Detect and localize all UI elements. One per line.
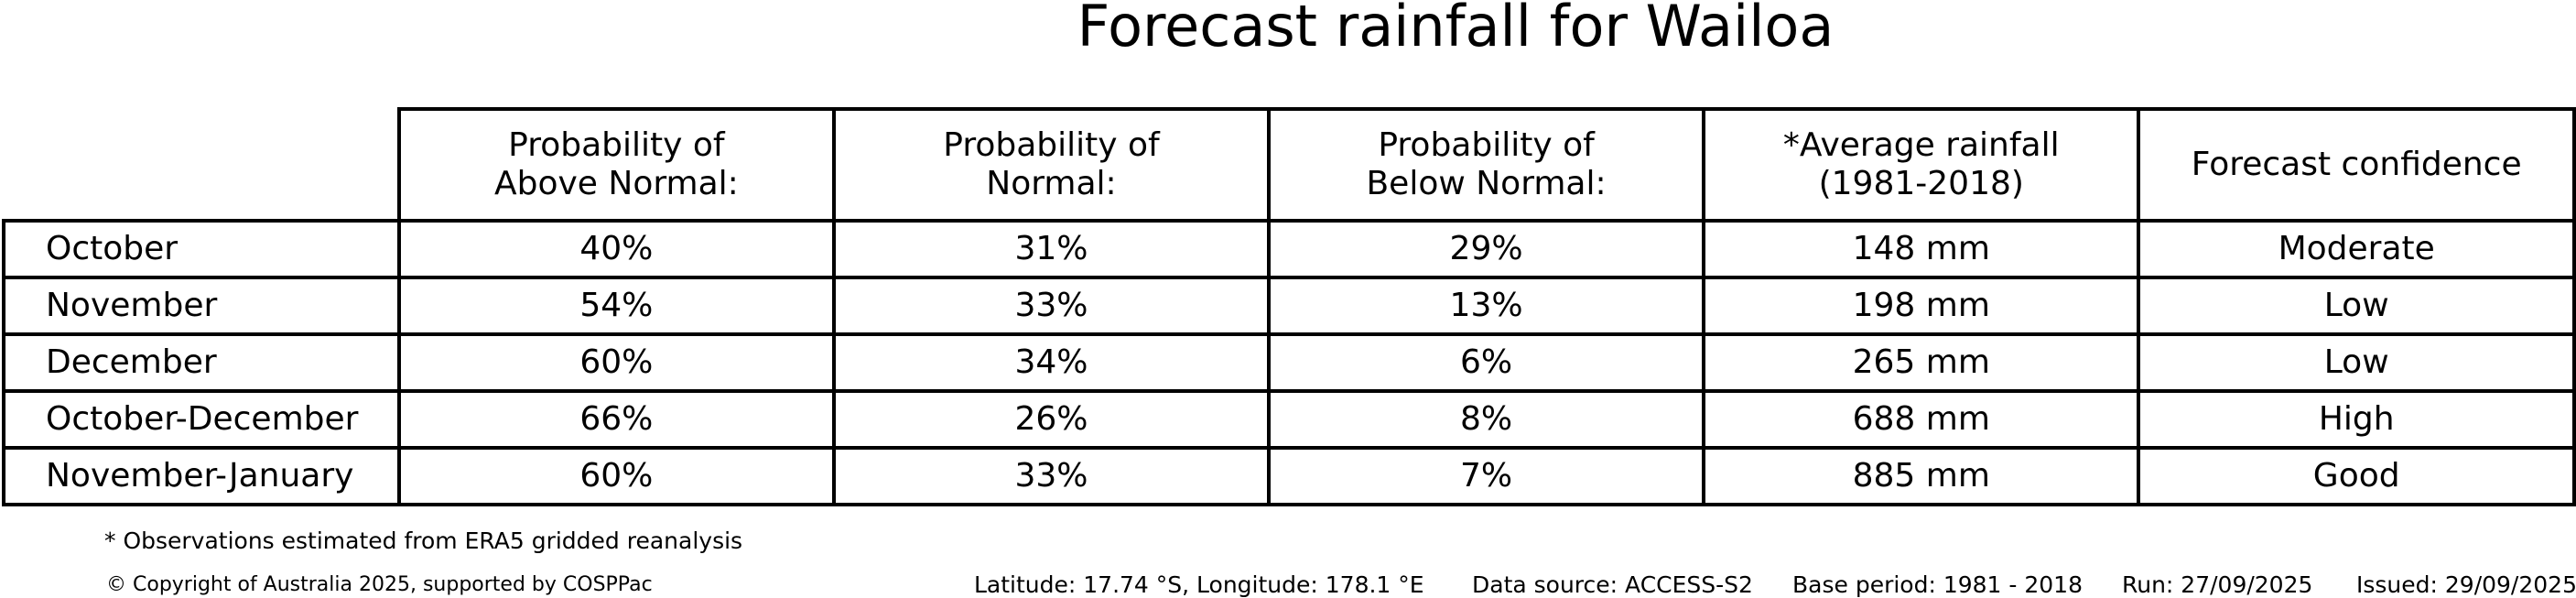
header-row: Probability of Above Normal: Probability …	[4, 107, 2576, 223]
column-header-confidence: Forecast confidence	[2137, 107, 2576, 223]
corner-cell	[4, 109, 401, 223]
average-cell: 688 mm	[1702, 389, 2141, 450]
period-cell: October-December	[2, 389, 401, 450]
period-cell: November	[2, 276, 401, 336]
column-header-average: *Average rainfall (1981-2018)	[1702, 107, 2141, 223]
confidence-cell: Good	[2137, 446, 2576, 506]
forecast-table: Probability of Above Normal: Probability …	[2, 107, 2576, 506]
confidence-cell: Moderate	[2137, 219, 2576, 279]
average-cell: 148 mm	[1702, 219, 2141, 279]
chart-title: Forecast rainfall for Wailoa	[1077, 0, 1835, 60]
average-cell: 265 mm	[1702, 332, 2141, 393]
above-cell: 60%	[396, 332, 836, 393]
period-cell: November-January	[2, 446, 401, 506]
table-row: October 40% 31% 29% 148 mm Moderate	[2, 219, 2576, 279]
period-cell: October	[2, 219, 401, 279]
above-cell: 66%	[396, 389, 836, 450]
below-cell: 13%	[1266, 276, 1706, 336]
confidence-cell: Low	[2137, 332, 2576, 393]
location-text: Latitude: 17.74 °S, Longitude: 178.1 °E	[974, 571, 1424, 598]
column-header-normal: Probability of Normal:	[831, 107, 1272, 223]
average-cell: 198 mm	[1702, 276, 2141, 336]
column-header-below: Probability of Below Normal:	[1266, 107, 1706, 223]
table-row: November-January 60% 33% 7% 885 mm Good	[2, 446, 2576, 506]
issued-date-text: Issued: 29/09/2025	[2356, 571, 2576, 598]
table-row: November 54% 33% 13% 198 mm Low	[2, 276, 2576, 336]
below-cell: 8%	[1266, 389, 1706, 450]
period-cell: December	[2, 332, 401, 393]
normal-cell: 31%	[831, 219, 1272, 279]
base-period-text: Base period: 1981 - 2018	[1792, 571, 2083, 598]
copyright-text: © Copyright of Australia 2025, supported…	[106, 573, 653, 596]
normal-cell: 26%	[831, 389, 1272, 450]
confidence-cell: Low	[2137, 276, 2576, 336]
normal-cell: 33%	[831, 446, 1272, 506]
normal-cell: 33%	[831, 276, 1272, 336]
below-cell: 29%	[1266, 219, 1706, 279]
above-cell: 40%	[396, 219, 836, 279]
confidence-cell: High	[2137, 389, 2576, 450]
table-row: October-December 66% 26% 8% 688 mm High	[2, 389, 2576, 450]
below-cell: 7%	[1266, 446, 1706, 506]
table-row: December 60% 34% 6% 265 mm Low	[2, 332, 2576, 393]
normal-cell: 34%	[831, 332, 1272, 393]
column-header-above: Probability of Above Normal:	[396, 107, 836, 223]
above-cell: 54%	[396, 276, 836, 336]
data-source-text: Data source: ACCESS-S2	[1472, 571, 1753, 598]
run-date-text: Run: 27/09/2025	[2122, 571, 2313, 598]
average-cell: 885 mm	[1702, 446, 2141, 506]
footnote: * Observations estimated from ERA5 gridd…	[104, 527, 743, 554]
above-cell: 60%	[396, 446, 836, 506]
below-cell: 6%	[1266, 332, 1706, 393]
